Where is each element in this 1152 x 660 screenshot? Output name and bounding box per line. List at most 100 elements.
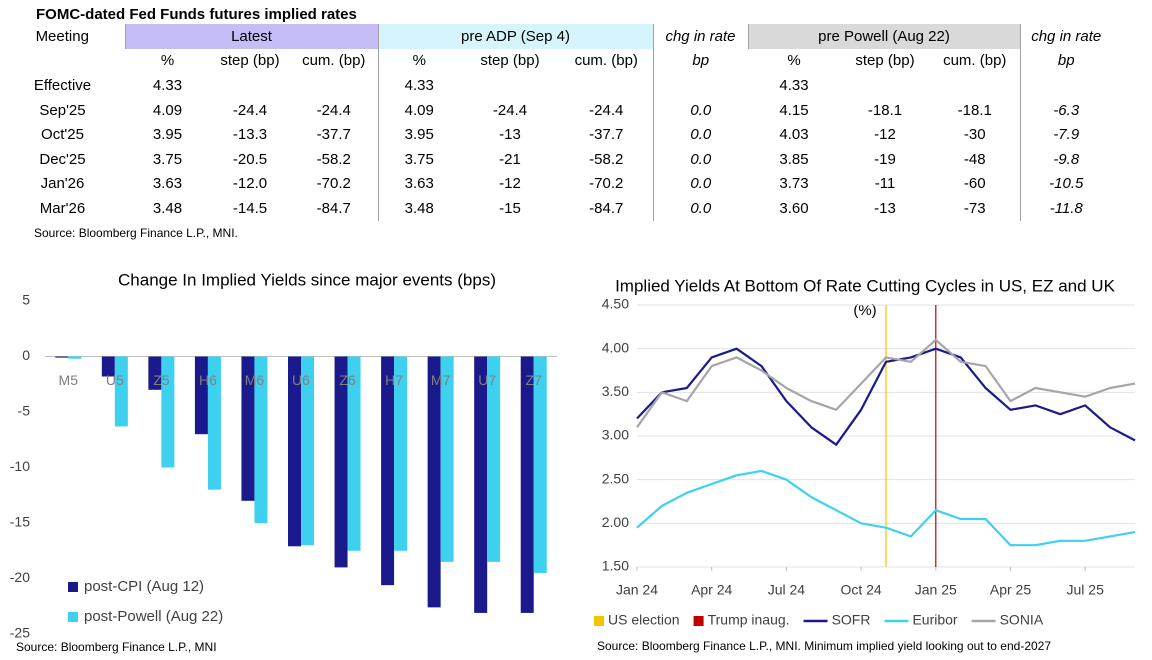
table-cell: 0.0 bbox=[652, 146, 748, 172]
bar bbox=[520, 356, 534, 613]
table-cell: -21 bbox=[499, 150, 521, 168]
table-cell: 4.09 bbox=[152, 101, 183, 119]
table-cell: -24.4 bbox=[232, 101, 268, 119]
table-row: Dec'25 3.75 -20.5 -58.2 3.75 -21 -58.2 0.0 3.85 -… bbox=[0, 146, 1112, 172]
table-cell: 3.73 bbox=[779, 175, 809, 193]
y-tick-label: -25 bbox=[10, 625, 30, 641]
table-cell: 3.95 bbox=[152, 126, 183, 144]
x-tick-label: U5 bbox=[106, 372, 124, 388]
table-cell: -12.0 bbox=[232, 175, 268, 193]
group-header: Meeting bbox=[35, 27, 89, 45]
y-tick-label: 4.50 bbox=[602, 296, 629, 312]
chart-source: Source: Bloomberg Finance L.P., MNI bbox=[16, 640, 217, 654]
table-cell: 4.03 bbox=[779, 126, 809, 144]
table-cell: 4.33 bbox=[152, 76, 183, 94]
x-tick-label: Oct 24 bbox=[840, 582, 881, 598]
subheader: bp bbox=[652, 48, 748, 74]
table-row: Jan'26 3.63 -12.0 -70.2 3.63 -12 -70.2 0.0 3.73 -… bbox=[0, 171, 1112, 197]
table-cell: 3.85 bbox=[779, 150, 809, 168]
bar bbox=[241, 356, 255, 501]
y-tick-label: -20 bbox=[10, 569, 30, 585]
bar bbox=[427, 356, 441, 608]
y-tick-label: -15 bbox=[10, 514, 30, 530]
table-row: Oct'25 3.95 -13.3 -37.7 3.95 -13 -37.7 0.0 4.03 -… bbox=[0, 122, 1112, 147]
bar bbox=[394, 356, 408, 551]
series-line bbox=[636, 338, 1136, 428]
y-tick-label: 2.00 bbox=[602, 514, 629, 530]
bar bbox=[288, 356, 301, 547]
table-cell: 3.48 bbox=[152, 199, 183, 217]
table-cell: 3.63 bbox=[377, 171, 460, 197]
meeting-label: Dec'25 bbox=[39, 150, 86, 168]
group-header: pre Powell (Aug 22) bbox=[747, 24, 1020, 49]
table-cell: 4.33 bbox=[377, 73, 460, 98]
table-cell: -12 bbox=[499, 175, 521, 193]
x-tick-label: H6 bbox=[199, 372, 217, 388]
x-tick-label: M5 bbox=[59, 372, 79, 388]
x-tick-label: U7 bbox=[478, 372, 496, 388]
subheader: bp bbox=[1019, 48, 1112, 74]
bar bbox=[161, 356, 175, 468]
bar bbox=[474, 356, 488, 613]
y-tick-label: -10 bbox=[10, 458, 30, 474]
group-header: chg in rate bbox=[652, 24, 748, 49]
series-line bbox=[636, 469, 1136, 547]
y-tick-label: 4.00 bbox=[602, 339, 629, 355]
subheader: % bbox=[377, 48, 460, 74]
table-cell: 4.33 bbox=[779, 76, 809, 94]
y-tick-label: 3.50 bbox=[602, 383, 629, 399]
legend-label: post-CPI (Aug 12) bbox=[84, 578, 204, 595]
bar bbox=[148, 356, 162, 390]
x-tick-label: M6 bbox=[245, 372, 265, 388]
table-title: FOMC-dated Fed Funds futures implied rat… bbox=[36, 5, 357, 23]
bar bbox=[194, 356, 208, 435]
table-cell: -84.7 bbox=[589, 199, 624, 217]
table-cell: -6.3 bbox=[1019, 97, 1112, 123]
table-cell: -12 bbox=[874, 126, 896, 144]
subheader: cum. (bp) bbox=[574, 52, 638, 70]
bar bbox=[347, 356, 361, 551]
bar bbox=[207, 356, 221, 490]
y-tick-label: 0 bbox=[22, 347, 30, 363]
bar bbox=[381, 356, 395, 586]
legend-label: SONIA bbox=[1000, 612, 1044, 628]
table-cell: -30 bbox=[963, 126, 986, 144]
x-tick-label: Apr 25 bbox=[990, 582, 1031, 598]
table-cell: 0.0 bbox=[652, 196, 748, 221]
bar bbox=[254, 356, 268, 523]
x-tick-label: Z5 bbox=[153, 372, 170, 388]
table-cell: -70.2 bbox=[589, 175, 624, 193]
table-cell: -13 bbox=[874, 199, 896, 217]
table-source: Source: Bloomberg Finance L.P., MNI. bbox=[34, 226, 238, 240]
bar bbox=[487, 356, 501, 562]
subheader: % bbox=[160, 52, 175, 70]
table-cell: 3.63 bbox=[152, 175, 183, 193]
table-cell: -19 bbox=[874, 150, 896, 168]
legend-label: Trump inaug. bbox=[708, 612, 790, 628]
chart-title: Change In Implied Yields since major eve… bbox=[118, 270, 496, 289]
y-tick-label: 3.00 bbox=[602, 427, 629, 443]
bar bbox=[114, 356, 128, 427]
table-cell: 4.15 bbox=[779, 101, 809, 119]
table-cell: -70.2 bbox=[316, 175, 351, 193]
table-cell: -58.2 bbox=[589, 150, 624, 168]
table-cell: -58.2 bbox=[316, 150, 351, 168]
rates-table: FOMC-dated Fed Funds futures implied rat… bbox=[0, 4, 1112, 221]
legend-swatch bbox=[594, 616, 604, 626]
table-cell: -14.5 bbox=[232, 199, 268, 217]
group-header: pre ADP (Sep 4) bbox=[377, 24, 653, 49]
legend-label: SOFR bbox=[832, 612, 871, 628]
table-cell: -24.4 bbox=[492, 101, 528, 119]
x-tick-label: Jan 25 bbox=[915, 582, 957, 598]
legend-swatch bbox=[68, 582, 78, 592]
legend-swatch bbox=[68, 612, 78, 622]
y-tick-label: 5 bbox=[22, 292, 30, 308]
table-cell: -60 bbox=[963, 175, 986, 193]
table-cell: -37.7 bbox=[589, 126, 624, 144]
table-cell: -9.8 bbox=[1019, 146, 1112, 172]
table-cell: -24.4 bbox=[316, 101, 351, 119]
subheader-row: % step (bp) cum. (bp)% step (bp) cum. (bp) bp… bbox=[0, 48, 1112, 74]
x-tick-label: Apr 24 bbox=[691, 582, 732, 598]
table-cell: 0.0 bbox=[652, 171, 748, 197]
